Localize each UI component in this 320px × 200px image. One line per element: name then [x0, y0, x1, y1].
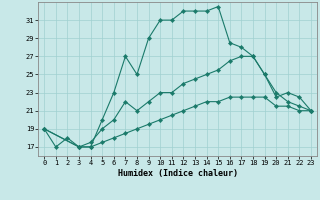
- X-axis label: Humidex (Indice chaleur): Humidex (Indice chaleur): [118, 169, 238, 178]
